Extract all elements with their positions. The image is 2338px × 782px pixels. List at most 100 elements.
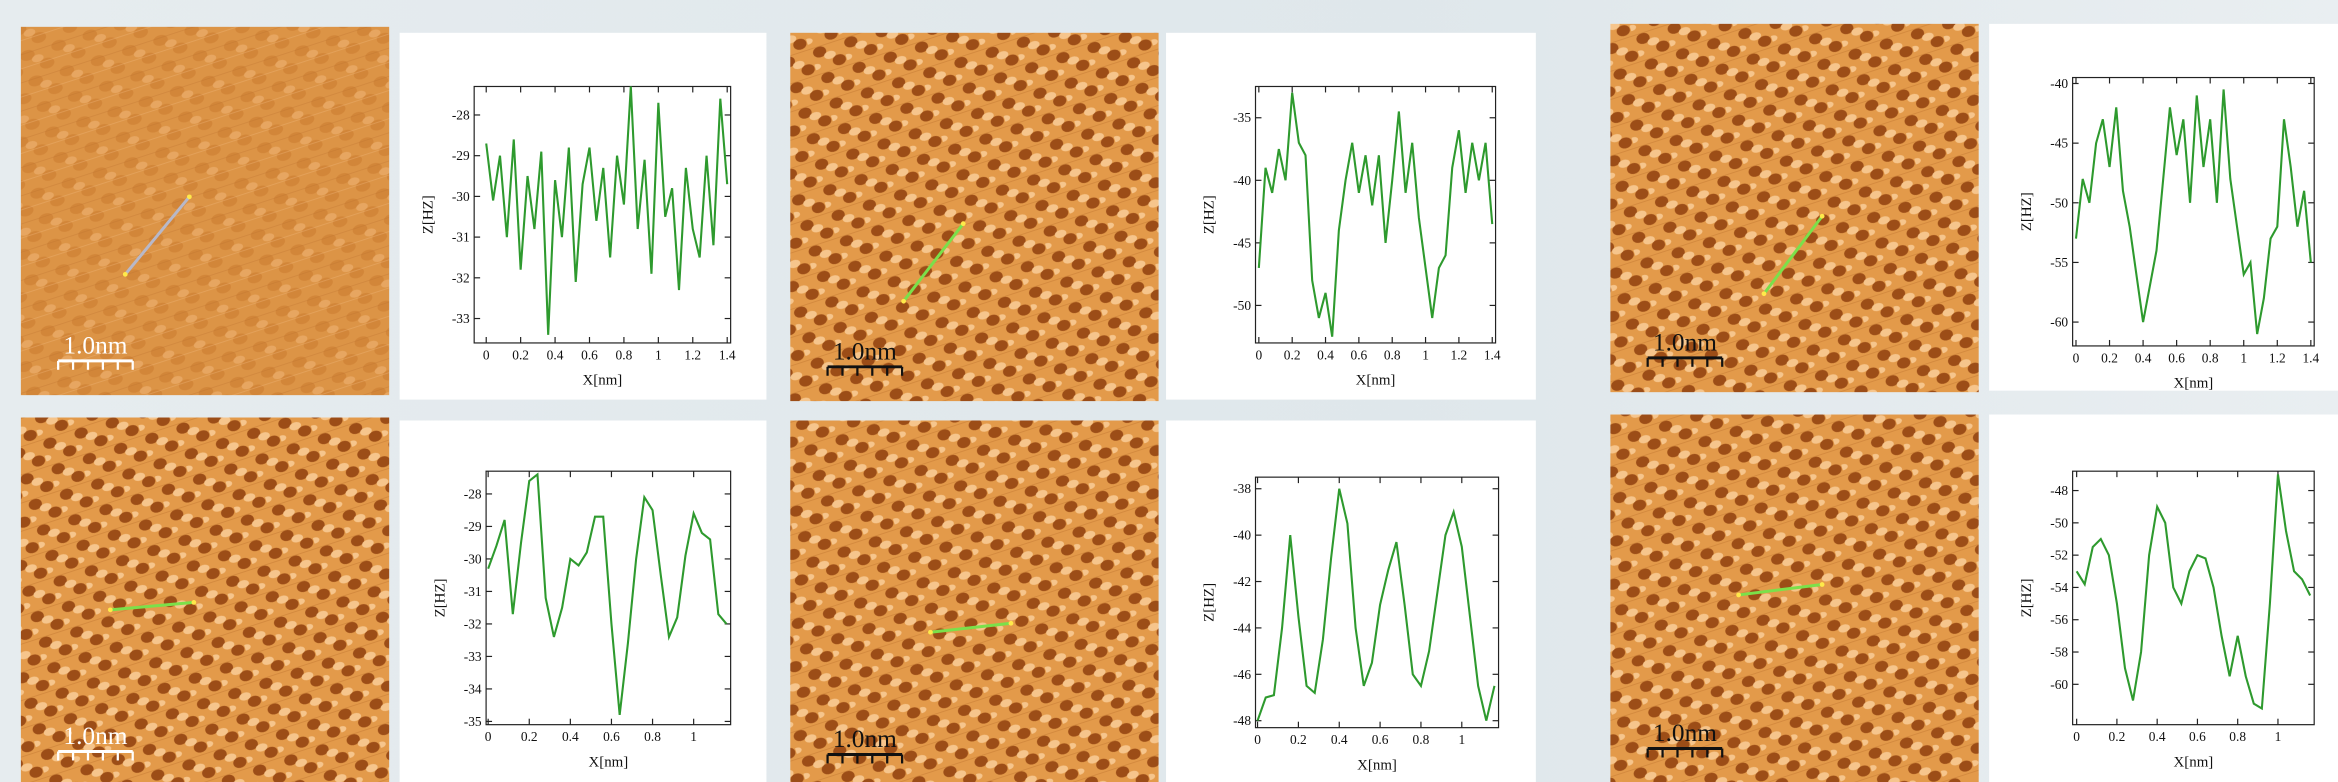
stm-scan — [790, 32, 1159, 402]
y-tick-label: -60 — [2050, 315, 2068, 330]
stm-scan — [20, 417, 390, 782]
stm-image: 1.0nm — [790, 420, 1159, 782]
stm-scan — [1610, 23, 1979, 393]
chart-panel — [1166, 32, 1536, 400]
chart-panel — [399, 32, 767, 400]
profile-end — [1819, 582, 1825, 587]
x-tick-label: 0.4 — [2149, 729, 2166, 744]
y-tick-label: -29 — [464, 519, 482, 534]
y-tick-label: -48 — [1233, 713, 1251, 728]
profile-line — [1762, 215, 1824, 295]
profile-line — [902, 222, 965, 303]
stm-image: 1.0nm — [790, 32, 1159, 402]
x-tick-label: 1.2 — [2269, 350, 2286, 365]
plot-frame — [473, 85, 732, 344]
x-tick-label: 0.8 — [1384, 347, 1401, 362]
x-tick-label: 0.2 — [2109, 729, 2126, 744]
y-tick-label: -52 — [2050, 548, 2068, 563]
profile-line — [930, 621, 1012, 634]
y-tick-label: -32 — [452, 270, 470, 285]
stm-image: 1.0nm — [20, 417, 390, 782]
x-tick-label: 0.6 — [1372, 732, 1389, 747]
y-tick-label: -30 — [452, 189, 470, 204]
x-axis-label: X[nm] — [1357, 757, 1397, 773]
y-tick-label: -58 — [2050, 644, 2068, 659]
x-tick-label: 0.8 — [616, 347, 633, 362]
y-tick-label: -35 — [1233, 110, 1251, 125]
profile-curve — [487, 472, 728, 716]
plot-frame — [1254, 85, 1497, 344]
chart-panel — [399, 420, 767, 782]
y-tick-label: -33 — [464, 649, 482, 664]
y-tick-label: -30 — [464, 551, 482, 566]
profile-end — [960, 221, 966, 227]
y-tick-label: -46 — [1233, 667, 1251, 682]
x-tick-label: 0.6 — [2189, 729, 2206, 744]
y-tick-label: -42 — [1233, 574, 1251, 589]
x-tick-label: 0 — [1255, 347, 1262, 362]
line-chart: -28 -29 -30 -31 -32 -33 0 0.2 0.4 0.6 0.8 1 1.2 1.4 X[… — [399, 32, 767, 400]
x-tick-label: 0 — [1254, 732, 1261, 747]
profile-curve — [2074, 89, 2312, 335]
x-tick-label: 1.4 — [1484, 347, 1501, 362]
stm-image: 1.0nm — [1610, 23, 1979, 393]
x-tick-label: 0 — [2073, 350, 2080, 365]
profile-end — [1736, 592, 1742, 598]
scale-bar-label: 1.0nm — [1653, 719, 1717, 747]
y-tick-label: -50 — [2050, 195, 2068, 210]
y-axis-label: Z[HZ] — [432, 578, 448, 617]
line-chart: -38 -40 -42 -44 -46 -480 0.2 0.4 0.6 0.8 1 X[nm] Z[H… — [1166, 420, 1536, 782]
y-tick-label: -50 — [2050, 515, 2068, 530]
plot-frame — [485, 470, 732, 726]
profile-end — [186, 194, 192, 200]
scale-bar-label: 1.0nm — [833, 725, 897, 753]
line-chart: -40 -45 -50 -55 -60 0 0.2 0.4 0.6 0.8 1 1.2 1.4 X[nm]… — [1989, 23, 2338, 392]
chart-panel — [1989, 23, 2338, 391]
profile-curve — [485, 86, 729, 335]
x-tick-label: 0.4 — [1317, 347, 1334, 362]
x-tick-label: 0.6 — [1350, 347, 1367, 362]
x-tick-label: 0.2 — [1290, 732, 1307, 747]
line-chart: -35 -40 -45 -50 0 0.2 0.4 0.6 0.8 1 1.2 1.4 X[nm] Z[H… — [1166, 32, 1536, 400]
x-axis-label: X[nm] — [588, 754, 628, 770]
scale-bar-label: 1.0nm — [63, 331, 127, 359]
profile-line — [1738, 583, 1823, 597]
x-tick-label: 1 — [690, 729, 697, 744]
x-tick-label: 0.4 — [1331, 732, 1348, 747]
x-tick-label: 1.2 — [684, 347, 701, 362]
y-tick-label: -38 — [1233, 481, 1251, 496]
stm-image: 1.0nm — [1610, 414, 1979, 782]
x-tick-label: 0.2 — [1284, 347, 1301, 362]
stm-scan — [20, 26, 390, 396]
x-axis-label: X[nm] — [2174, 754, 2214, 770]
plot-frame — [2072, 470, 2315, 726]
x-tick-label: 0.6 — [2168, 350, 2185, 365]
profile-line — [124, 195, 191, 276]
profile-curve — [2075, 474, 2312, 711]
y-tick-label: -48 — [2050, 483, 2068, 498]
x-tick-label: 0.4 — [2135, 350, 2152, 365]
y-tick-label: -40 — [2050, 76, 2068, 91]
profile-end — [107, 607, 113, 613]
y-axis-label: Z[HZ] — [420, 195, 436, 234]
profile-end — [1008, 620, 1014, 626]
x-tick-label: 0.8 — [2202, 350, 2219, 365]
y-tick-label: -45 — [2050, 136, 2068, 151]
y-tick-label: -44 — [1233, 620, 1251, 635]
x-axis-label: X[nm] — [1356, 373, 1396, 389]
x-axis-label: X[nm] — [583, 373, 623, 389]
y-tick-label: -31 — [464, 584, 482, 599]
profile-line — [110, 600, 194, 612]
profile-end — [1761, 291, 1767, 297]
chart-panel — [1989, 414, 2338, 782]
profile-curve — [1256, 488, 1496, 722]
x-tick-label: 1.4 — [719, 347, 736, 362]
plot-frame — [1254, 476, 1500, 729]
x-tick-label: 1 — [1458, 732, 1465, 747]
x-axis-label: X[nm] — [2174, 376, 2214, 392]
y-tick-label: -29 — [452, 148, 470, 163]
y-axis-label: Z[HZ] — [1202, 583, 1218, 622]
scale-bar-label: 1.0nm — [833, 337, 897, 365]
y-tick-label: -45 — [1233, 235, 1251, 250]
